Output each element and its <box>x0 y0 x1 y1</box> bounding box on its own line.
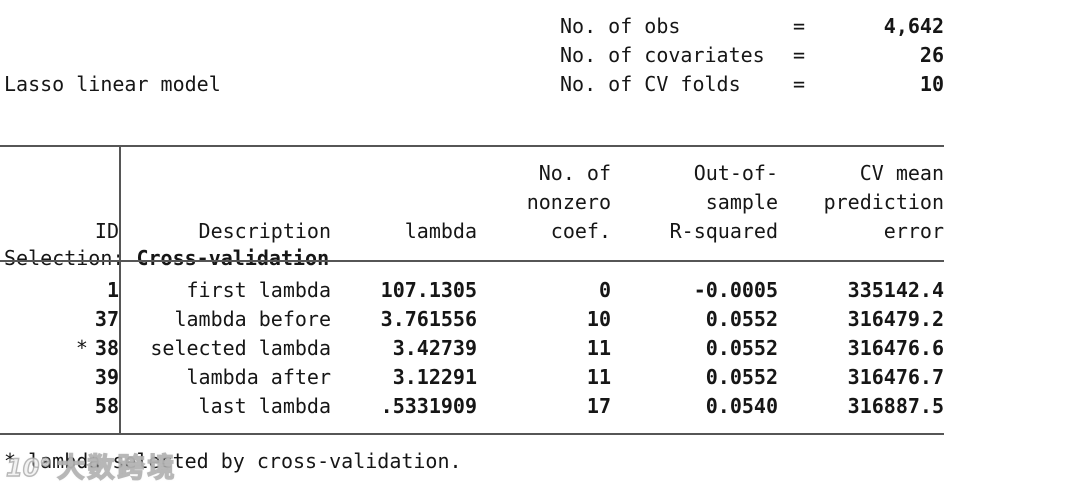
row-id: 1 <box>106 278 119 302</box>
col-header-id: ID <box>0 146 120 262</box>
row-description: last lambda <box>119 392 331 434</box>
table-row: 58 last lambda .5331909 17 0.0540 316887… <box>0 392 944 434</box>
row-id-cell: 58 <box>0 392 120 434</box>
stat-value: 4,642 <box>883 14 944 38</box>
row-r-squared: -0.0005 <box>693 278 778 302</box>
table-body: 1 first lambda 107.1305 0 -0.0005 335142… <box>0 261 944 434</box>
row-lambda: 3.12291 <box>392 365 477 389</box>
table-row: 39 lambda after 3.12291 11 0.0552 316476… <box>0 363 944 392</box>
row-id: 39 <box>94 365 119 389</box>
table-header-row: ID Description lambda No. of nonzero coe… <box>0 146 944 262</box>
stat-value: 26 <box>919 43 944 67</box>
row-nonzero-coef: 10 <box>586 307 611 331</box>
equals-sign: = <box>793 43 806 67</box>
row-id-cell: 37 <box>0 305 120 334</box>
row-id: 58 <box>94 394 119 418</box>
row-cv-error: 335142.4 <box>847 278 944 302</box>
row-description: first lambda <box>119 261 331 305</box>
col-header-lambda: lambda <box>331 146 477 262</box>
model-statistics: No. of obs = 4,642 No. of covariates = 2… <box>560 12 944 99</box>
row-nonzero-coef: 11 <box>586 336 611 360</box>
equals-sign: = <box>793 72 806 96</box>
row-id-cell: * 38 <box>0 334 120 363</box>
stat-label: No. of CV folds <box>560 72 741 96</box>
row-id-cell: 1 <box>0 261 120 305</box>
equals-sign: = <box>793 14 806 38</box>
footnote: * lambda selected by cross-validation. <box>4 449 462 473</box>
stat-label: No. of covariates <box>560 43 765 67</box>
col-header-description: Description <box>119 146 331 262</box>
selected-marker: * <box>75 336 88 360</box>
row-r-squared: 0.0540 <box>705 394 778 418</box>
row-cv-error: 316476.6 <box>847 336 944 360</box>
col-header-r-squared: Out-of- sample R-squared <box>611 146 778 262</box>
stat-row-obs: No. of obs = 4,642 <box>560 12 944 41</box>
stat-row-covariates: No. of covariates = 26 <box>560 41 944 70</box>
lambda-table: ID Description lambda No. of nonzero coe… <box>0 145 944 435</box>
row-nonzero-coef: 17 <box>586 394 611 418</box>
row-description: selected lambda <box>119 334 331 363</box>
row-lambda: 107.1305 <box>380 278 477 302</box>
row-r-squared: 0.0552 <box>705 365 778 389</box>
row-lambda: 3.42739 <box>392 336 477 360</box>
col-header-nonzero-coef: No. of nonzero coef. <box>477 146 611 262</box>
row-cv-error: 316476.7 <box>847 365 944 389</box>
row-nonzero-coef: 0 <box>598 278 611 302</box>
table-header: ID Description lambda No. of nonzero coe… <box>0 146 944 262</box>
stat-value: 10 <box>919 72 944 96</box>
row-r-squared: 0.0552 <box>705 336 778 360</box>
table-row: 1 first lambda 107.1305 0 -0.0005 335142… <box>0 261 944 305</box>
row-cv-error: 316887.5 <box>847 394 944 418</box>
row-cv-error: 316479.2 <box>847 307 944 331</box>
row-nonzero-coef: 11 <box>586 365 611 389</box>
row-lambda: .5331909 <box>380 394 477 418</box>
table-row: 37 lambda before 3.761556 10 0.0552 3164… <box>0 305 944 334</box>
row-r-squared: 0.0552 <box>705 307 778 331</box>
model-title: Lasso linear model <box>4 72 221 96</box>
stat-label: No. of obs <box>560 14 681 38</box>
row-description: lambda after <box>119 363 331 392</box>
stat-row-cv-folds: No. of CV folds = 10 <box>560 70 944 99</box>
row-description: lambda before <box>119 305 331 334</box>
row-lambda: 3.761556 <box>380 307 477 331</box>
row-id: 37 <box>94 307 119 331</box>
col-header-cv-error: CV mean prediction error <box>778 146 944 262</box>
row-id: 38 <box>94 336 119 360</box>
table-row-selected: * 38 selected lambda 3.42739 11 0.0552 31… <box>0 334 944 363</box>
row-id-cell: 39 <box>0 363 120 392</box>
